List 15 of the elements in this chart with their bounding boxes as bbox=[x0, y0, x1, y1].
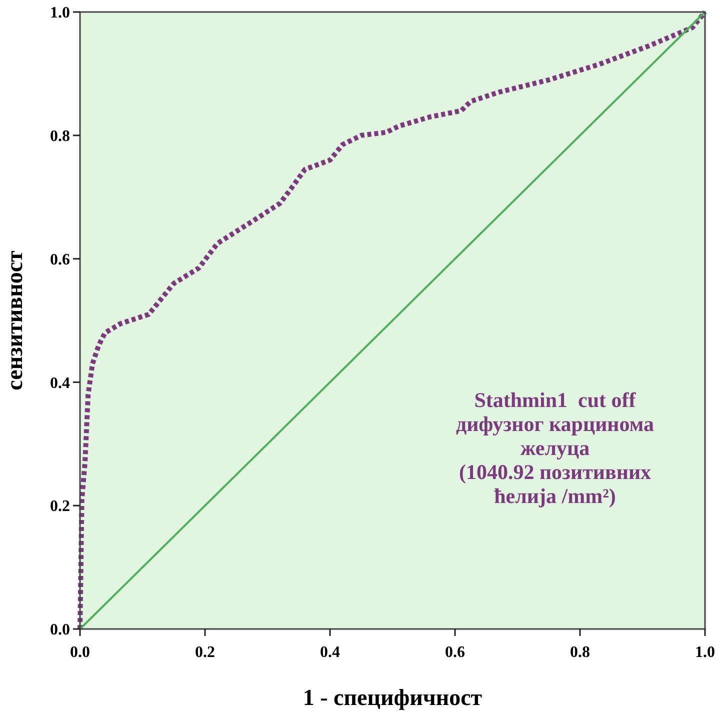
x-tick-label: 0.0 bbox=[70, 644, 90, 661]
y-tick-label: 0.4 bbox=[50, 374, 70, 392]
y-tick-label: 0.2 bbox=[50, 498, 70, 516]
y-tick-label: 0.6 bbox=[50, 251, 70, 268]
x-tick-label: 0.6 bbox=[445, 644, 465, 661]
y-axis-title: сензитивност bbox=[2, 250, 27, 390]
x-tick-label: 0.4 bbox=[320, 644, 340, 661]
y-tick-label: 0.0 bbox=[50, 622, 70, 639]
x-axis-title: 1 - специфичност bbox=[302, 685, 483, 710]
annotation: Stathmin1 cut off дифузног карцинома желуца (1040.92 позитивних ћелија /mm²) bbox=[456, 388, 655, 508]
y-tick-label: 0.8 bbox=[50, 128, 70, 145]
x-tick-label: 0.2 bbox=[195, 644, 215, 661]
y-tick-label: 1.0 bbox=[50, 4, 70, 22]
x-tick-label: 0.8 bbox=[570, 644, 590, 661]
x-tick-label: 1.0 bbox=[695, 644, 715, 661]
